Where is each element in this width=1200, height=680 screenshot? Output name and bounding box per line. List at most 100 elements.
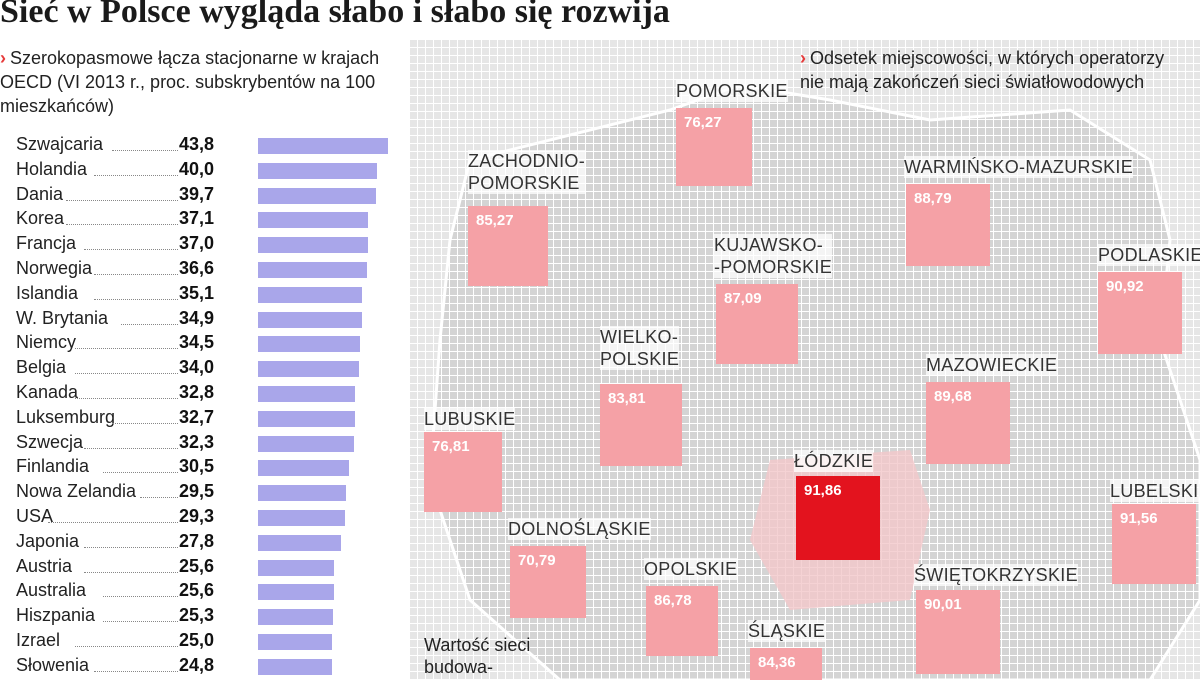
leader-line	[112, 150, 178, 151]
leader-line	[93, 274, 178, 275]
region-value-box: 90,92	[1098, 272, 1182, 354]
country-label: Australia	[16, 580, 87, 601]
page-title: Sieć w Polsce wygląda słabo i słabo się …	[0, 0, 670, 30]
country-label: Francja	[16, 233, 77, 254]
region-label-line: POLSKIE	[600, 349, 680, 369]
region-value-box: 91,56	[1112, 504, 1196, 584]
bar-chart-caption-text: Szerokopasmowe łącza stacjonarne w kraja…	[0, 48, 380, 116]
value-label: 30,5	[178, 456, 214, 477]
leader-line	[84, 546, 178, 548]
bar	[258, 460, 349, 477]
value-label: 32,7	[178, 406, 214, 427]
region-label: ZACHODNIO- POMORSKIE	[468, 150, 585, 194]
region-value-box: 85,27	[468, 206, 548, 286]
country-label: Belgia	[16, 357, 67, 378]
bar	[258, 485, 346, 502]
map-caption: › Odsetek miejscowości, w których operato…	[800, 46, 1180, 94]
region-label-line: ŁÓDZKIE	[794, 451, 874, 471]
region-value-box: 86,78	[646, 586, 718, 656]
bar	[258, 410, 356, 427]
region-label: LUBELSKIE	[1110, 480, 1200, 502]
country-label: W. Brytania	[16, 307, 109, 328]
region-value-box: 90,01	[916, 590, 1000, 674]
country-label: Nowa Zelandia	[16, 481, 137, 502]
region-label-line: ZACHODNIO-	[468, 151, 585, 171]
region-value-box: 84,36	[750, 648, 822, 680]
value-label: 29,5	[178, 481, 214, 502]
region-value-box: 70,79	[510, 546, 586, 618]
leader-line	[121, 323, 178, 325]
value-label: 25,6	[178, 555, 214, 576]
country-label: Izrael	[16, 630, 61, 650]
value-label: 25,3	[178, 605, 214, 626]
region-value-box: 83,81	[600, 384, 682, 466]
bar	[258, 609, 334, 626]
region-label-line: POMORSKIE	[468, 173, 580, 193]
leader-line	[66, 199, 178, 201]
map-note: Wartość sieci budowa-	[424, 635, 531, 677]
region-label: OPOLSKIE	[644, 558, 738, 580]
value-label: 29,3	[178, 506, 214, 526]
bar	[258, 138, 388, 154]
value-label: 25,6	[178, 580, 214, 601]
bar	[258, 212, 369, 229]
region-label-line: WIELKO-	[600, 327, 679, 347]
region-label: MAZOWIECKIE	[926, 354, 1058, 376]
bar	[258, 336, 361, 353]
country-label: Dania	[16, 183, 64, 204]
region-label: ŚLĄSKIE	[748, 620, 826, 642]
leader-line	[47, 522, 178, 523]
region-value-box: 87,09	[716, 284, 798, 364]
value-label: 32,8	[178, 382, 214, 402]
region-label-line: LUBUSKIE	[424, 409, 516, 429]
country-label: Norwegia	[16, 258, 93, 278]
country-label: Szwajcaria	[16, 134, 104, 154]
bar	[258, 559, 334, 576]
region-value-box: 76,81	[424, 432, 502, 512]
leader-line	[93, 670, 178, 672]
region-label: ŚWIĘTOKRZYSKIE	[914, 564, 1078, 586]
bar	[258, 534, 341, 551]
region-label-line: ŚLĄSKIE	[748, 621, 826, 641]
country-label: Holandia	[16, 158, 88, 179]
map-caption-text: Odsetek miejscowości, w których operator…	[800, 48, 1165, 92]
region-label: LUBUSKIE	[424, 408, 516, 430]
country-label: Austria	[16, 555, 73, 576]
bar	[258, 361, 359, 378]
bar	[258, 435, 354, 452]
country-label: USA	[16, 506, 54, 526]
leader-line	[75, 646, 178, 647]
region-label-line: KUJAWSKO-	[714, 235, 824, 255]
value-label: 34,9	[178, 307, 214, 328]
country-label: Kanada	[16, 382, 79, 402]
region-label-line: POMORSKIE	[676, 81, 788, 101]
leader-line	[112, 422, 178, 424]
caption-marker: ›	[0, 48, 6, 68]
region-label: WIELKO- POLSKIE	[600, 326, 680, 370]
leader-line	[66, 224, 178, 226]
country-label: Islandia	[16, 282, 79, 303]
country-label: Hiszpania	[16, 605, 96, 626]
value-label: 25,0	[178, 630, 214, 650]
bar	[258, 237, 368, 254]
bar	[258, 510, 345, 526]
region-label-line: MAZOWIECKIE	[926, 355, 1058, 375]
bar	[258, 162, 377, 179]
bar-chart-caption: › Szerokopasmowe łącza stacjonarne w kraj…	[0, 46, 400, 118]
region-label-line: PODLASKIE	[1098, 245, 1200, 265]
country-label: Finlandia	[16, 456, 90, 477]
region-label-line: LUBELSKIE	[1110, 481, 1200, 501]
value-label: 40,0	[178, 158, 214, 179]
region-label-line: -POMORSKIE	[714, 257, 833, 277]
country-label: Japonia	[16, 530, 80, 551]
country-label: Niemcy	[16, 332, 77, 353]
leader-line	[102, 621, 178, 623]
country-label: Słowenia	[16, 654, 90, 675]
value-label: 36,6	[178, 258, 214, 278]
value-label: 24,8	[178, 654, 214, 675]
leader-line	[93, 298, 178, 300]
leader-line	[84, 249, 178, 251]
value-label: 34,0	[178, 357, 214, 378]
region-label-line: OPOLSKIE	[644, 559, 738, 579]
region-label: PODLASKIE	[1098, 244, 1200, 266]
